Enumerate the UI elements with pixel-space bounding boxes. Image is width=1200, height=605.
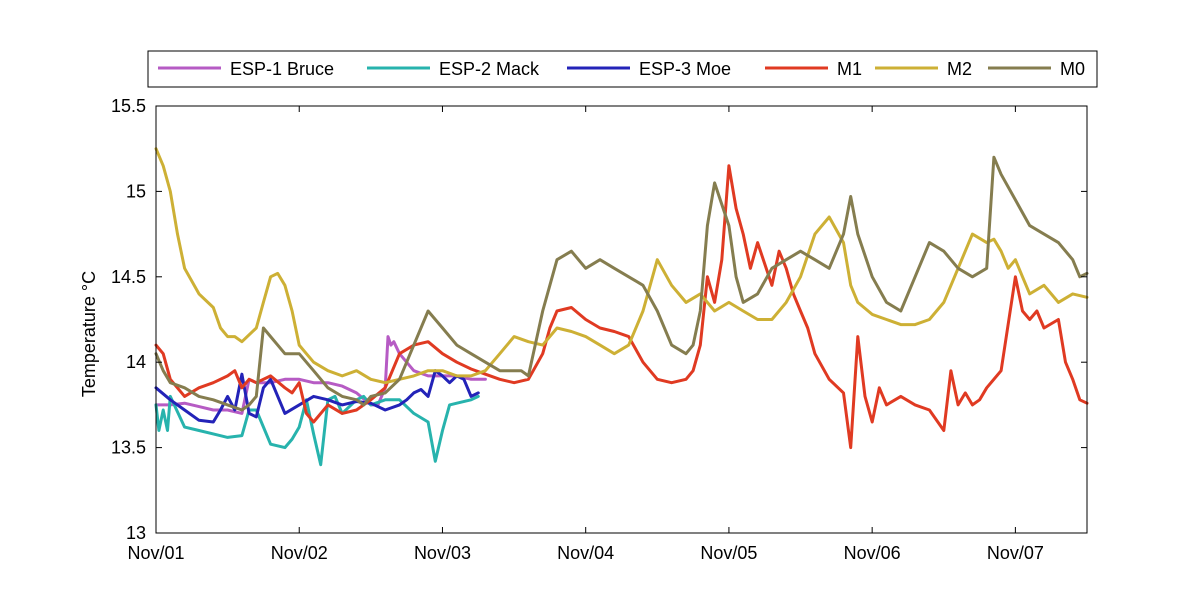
legend-label: M1 xyxy=(837,59,862,79)
series-line-5 xyxy=(154,147,1089,385)
y-tick-label: 13 xyxy=(126,523,146,543)
y-tick-label: 14.5 xyxy=(111,267,146,287)
legend-label: ESP-3 Moe xyxy=(639,59,731,79)
legend-label: ESP-2 Mack xyxy=(439,59,540,79)
x-tick-label: Nov/05 xyxy=(700,543,757,563)
y-tick-label: 14 xyxy=(126,352,146,372)
plot-area-frame xyxy=(155,105,1088,534)
y-tick-label: 15 xyxy=(126,181,146,201)
series-lines xyxy=(154,147,1089,467)
series-line-2 xyxy=(154,394,480,467)
x-tick-label: Nov/03 xyxy=(414,543,471,563)
x-tick-label: Nov/06 xyxy=(844,543,901,563)
series-line-3 xyxy=(154,369,480,424)
legend-label: ESP-1 Bruce xyxy=(230,59,334,79)
x-tick-label: Nov/04 xyxy=(557,543,614,563)
x-tick-label: Nov/02 xyxy=(271,543,328,563)
x-tick-label: Nov/07 xyxy=(987,543,1044,563)
series-line-6 xyxy=(154,155,1089,412)
axis-ticks: Nov/01 Nov/02 Nov/03 Nov/04 Nov/05 Nov/06 Nov/… xyxy=(111,96,1087,563)
legend-label: M2 xyxy=(947,59,972,79)
y-axis-label: Temperature °C xyxy=(79,271,99,397)
y-tick-label: 15.5 xyxy=(111,96,146,116)
series-line-1 xyxy=(154,335,487,415)
y-tick-label: 13.5 xyxy=(111,438,146,458)
x-tick-label: Nov/01 xyxy=(127,543,184,563)
legend-label: M0 xyxy=(1060,59,1085,79)
legend: ESP-1 Bruce ESP-2 Mack ESP-3 Moe M1 M2 M0 xyxy=(147,50,1098,88)
series-line-4 xyxy=(154,164,1089,450)
